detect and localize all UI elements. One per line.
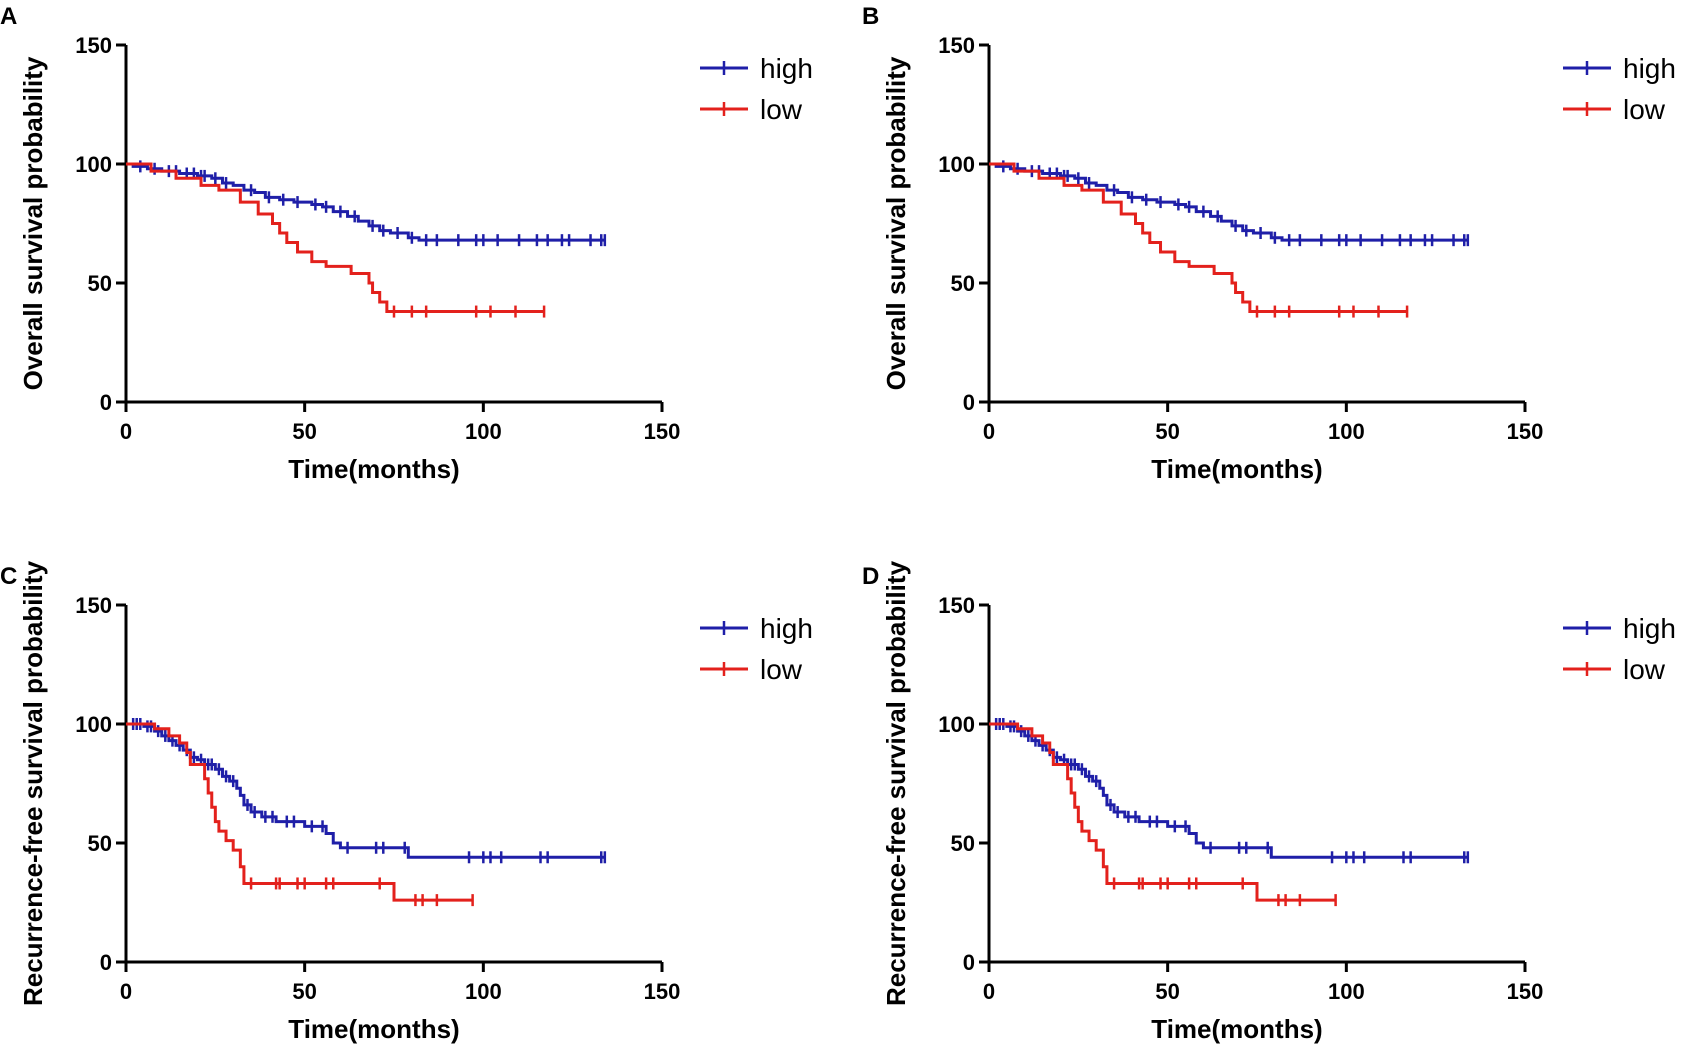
y-tick-label: 150 (75, 593, 112, 618)
x-tick-label: 150 (1507, 979, 1544, 1004)
x-tick-label: 0 (120, 979, 132, 1004)
y-tick-label: 150 (75, 33, 112, 58)
km-curve-high (989, 162, 1468, 242)
x-tick-label: 150 (644, 979, 681, 1004)
panel-letter: D (862, 563, 879, 590)
x-tick-label: 50 (1155, 979, 1179, 1004)
series-low: low (989, 94, 1666, 318)
km-curve-low (989, 162, 1408, 314)
series-high: high (989, 613, 1676, 864)
x-tick-label: 150 (1507, 419, 1544, 444)
series-high: high (126, 53, 813, 247)
y-tick-label: 100 (75, 712, 112, 737)
series-high: high (126, 613, 813, 864)
x-tick-label: 0 (120, 419, 132, 444)
x-axis-title: Time(months) (1151, 1014, 1322, 1044)
panel-d: D 0 50 100 150 0 50 100 150 Time(months) Recurrenc… (862, 560, 1676, 1044)
x-tick-label: 100 (1328, 979, 1365, 1004)
legend-label-low: low (760, 654, 803, 685)
x-axis-title: Time(months) (288, 1014, 459, 1044)
x-axis-title: Time(months) (1151, 454, 1322, 484)
x-tick-label: 50 (292, 419, 316, 444)
y-axis-title: Overall survival probability (18, 56, 48, 390)
x-axis-title: Time(months) (288, 454, 459, 484)
y-tick-label: 100 (938, 152, 975, 177)
y-tick-label: 50 (951, 271, 975, 296)
y-tick-label: 50 (88, 271, 112, 296)
y-tick-label: 0 (963, 390, 975, 415)
panel-c: C 0 50 100 150 0 50 100 150 Time(months) Recurrenc… (0, 560, 813, 1044)
x-tick-label: 0 (983, 979, 995, 1004)
series-low: low (126, 654, 803, 907)
y-axis-title: Overall survival probability (881, 56, 911, 390)
y-tick-label: 0 (963, 950, 975, 975)
panel-a: A 0 50 100 150 0 50 100 150 Time(months) Overall s… (0, 3, 813, 484)
legend-label-high: high (760, 613, 813, 644)
legend-label-low: low (1623, 654, 1666, 685)
y-tick-label: 0 (100, 950, 112, 975)
y-tick-label: 0 (100, 390, 112, 415)
x-tick-label: 150 (644, 419, 681, 444)
x-tick-label: 50 (1155, 419, 1179, 444)
legend-label-high: high (1623, 53, 1676, 84)
km-curve-low (126, 722, 473, 902)
legend-label-high: high (1623, 613, 1676, 644)
y-tick-label: 50 (951, 831, 975, 856)
x-tick-label: 50 (292, 979, 316, 1004)
km-curve-low (126, 162, 545, 314)
y-tick-label: 150 (938, 33, 975, 58)
km-curve-high (126, 162, 605, 242)
panel-letter: C (0, 563, 17, 590)
legend-label-low: low (760, 94, 803, 125)
series-low: low (126, 94, 803, 318)
series-high: high (989, 53, 1676, 247)
legend-label-high: high (760, 53, 813, 84)
y-tick-label: 150 (938, 593, 975, 618)
y-axis-title: Recurrence-free survival probability (881, 560, 911, 1006)
km-curve-high (126, 722, 605, 859)
y-tick-label: 100 (75, 152, 112, 177)
y-axis-title: Recurrence-free survival probability (18, 560, 48, 1006)
x-tick-label: 100 (465, 979, 502, 1004)
x-tick-label: 0 (983, 419, 995, 444)
panel-b: B 0 50 100 150 0 50 100 150 Time(months) Overall s… (862, 3, 1676, 484)
km-curve-low (989, 722, 1336, 902)
x-tick-label: 100 (1328, 419, 1365, 444)
panel-letter: B (862, 3, 879, 30)
y-tick-label: 100 (938, 712, 975, 737)
legend-label-low: low (1623, 94, 1666, 125)
y-tick-label: 50 (88, 831, 112, 856)
series-low: low (989, 654, 1666, 907)
x-tick-label: 100 (465, 419, 502, 444)
km-curve-high (989, 722, 1468, 859)
panel-letter: A (0, 3, 17, 30)
